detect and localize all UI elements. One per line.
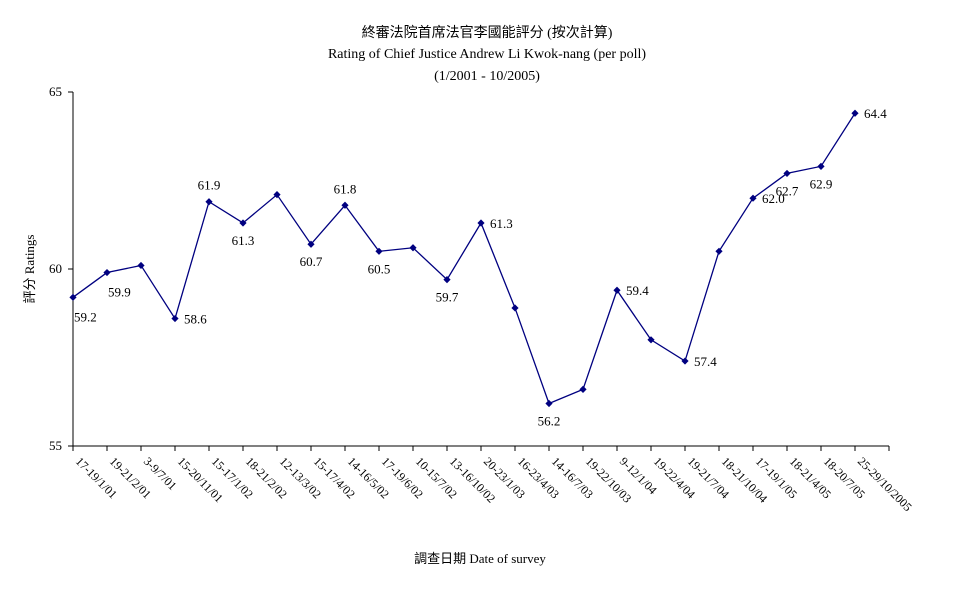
data-point (239, 219, 247, 227)
data-label: 61.3 (232, 233, 255, 248)
data-point (851, 109, 859, 117)
y-ticks: 55 60 65 (49, 84, 73, 453)
data-point (375, 247, 383, 255)
data-label: 56.2 (538, 414, 561, 429)
data-point (171, 314, 179, 323)
y-axis: 55 60 65 (49, 84, 74, 453)
data-point (579, 385, 587, 393)
y-tick-label: 55 (49, 438, 62, 453)
data-label: 62.0 (762, 191, 785, 206)
data-label: 61.9 (198, 178, 221, 193)
data-label: 61.8 (334, 181, 357, 196)
data-label: 59.7 (436, 290, 459, 305)
y-axis-title: 評分 Ratings (22, 235, 37, 304)
y-tick-label: 65 (49, 84, 62, 99)
data-point (613, 286, 621, 294)
data-labels: 59.2 59.9 58.6 61.9 61.3 60.7 61.8 60.5 59.7 61.3… (74, 106, 887, 428)
data-point (307, 240, 315, 248)
y-tick-label: 60 (49, 261, 62, 276)
data-point (409, 244, 417, 252)
x-axis: 17-19/1/0119-21/2/013-9/7/0115-20/11/011… (72, 445, 915, 514)
data-point (545, 399, 553, 408)
data-point (681, 357, 689, 365)
chart-period: (1/2001 - 10/2005) (434, 69, 540, 84)
data-label: 59.2 (74, 309, 97, 324)
data-point (647, 336, 655, 344)
data-point (137, 261, 145, 270)
data-point (511, 304, 519, 312)
data-label: 62.9 (810, 176, 833, 191)
data-point (749, 194, 757, 202)
data-point (477, 219, 485, 227)
x-axis-title: 調查日期 Date of survey (414, 551, 546, 566)
data-point (341, 201, 349, 209)
chart-subtitle: Rating of Chief Justice Andrew Li Kwok-n… (328, 47, 646, 62)
data-label: 60.5 (368, 261, 391, 276)
data-point (715, 247, 723, 255)
data-point (443, 276, 451, 284)
data-point (273, 191, 281, 199)
data-label: 59.4 (626, 283, 649, 298)
data-label: 59.9 (108, 285, 131, 300)
series-line (72, 112, 856, 405)
data-point (103, 268, 111, 277)
data-point (205, 198, 213, 206)
chart-title: 終審法院首席法官李國能評分 (按次計算) (362, 25, 613, 41)
ratings-series (69, 109, 859, 408)
data-point (817, 162, 825, 170)
data-label: 57.4 (694, 354, 717, 369)
data-label: 62.7 (776, 183, 799, 198)
data-point (783, 169, 791, 178)
data-label: 58.6 (184, 312, 207, 327)
x-tick-label: 25-29/10/2005 (855, 454, 915, 514)
data-label: 61.3 (490, 216, 513, 231)
x-ticks: 17-19/1/0119-21/2/013-9/7/0115-20/11/011… (72, 446, 915, 514)
data-point (69, 293, 77, 301)
data-label: 64.4 (864, 106, 887, 121)
data-label: 60.7 (300, 254, 323, 269)
